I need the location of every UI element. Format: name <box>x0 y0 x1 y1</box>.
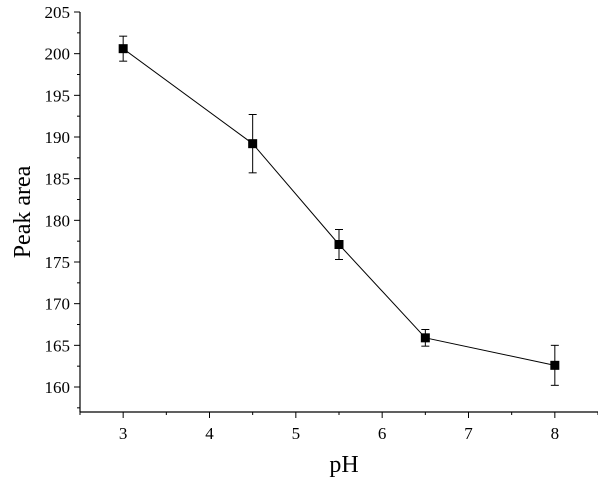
x-tick-label: 7 <box>464 424 473 443</box>
y-tick-label: 200 <box>45 45 71 64</box>
x-tick-label: 3 <box>119 424 128 443</box>
axes <box>79 12 598 413</box>
x-axis-ticks: 3 4 5 6 7 8 <box>79 412 598 443</box>
data-point <box>334 240 344 249</box>
data-point <box>420 333 430 343</box>
series-line <box>122 48 555 366</box>
y-tick-label: 205 <box>45 3 71 22</box>
y-tick-label: 170 <box>45 295 71 314</box>
y-axis-ticks: 160 165 170 175 180 185 190 195 200 205 <box>45 3 80 409</box>
x-tick-label: 4 <box>205 424 214 443</box>
x-tick-label: 8 <box>551 424 560 443</box>
y-tick-label: 190 <box>45 128 71 147</box>
data-point <box>118 44 128 54</box>
x-tick-label: 5 <box>292 424 301 443</box>
x-tick-label: 6 <box>378 424 387 443</box>
x-axis-title: pH <box>329 452 358 477</box>
data-point <box>550 360 560 370</box>
y-tick-label: 175 <box>45 253 71 272</box>
y-tick-label: 180 <box>45 211 71 230</box>
series-layer <box>118 35 560 386</box>
y-tick-label: 185 <box>45 170 71 189</box>
y-axis-title: Peak area <box>10 165 36 258</box>
data-point <box>248 139 258 149</box>
y-tick-label: 165 <box>45 336 71 355</box>
y-tick-label: 160 <box>45 378 71 397</box>
y-tick-label: 195 <box>45 86 71 105</box>
